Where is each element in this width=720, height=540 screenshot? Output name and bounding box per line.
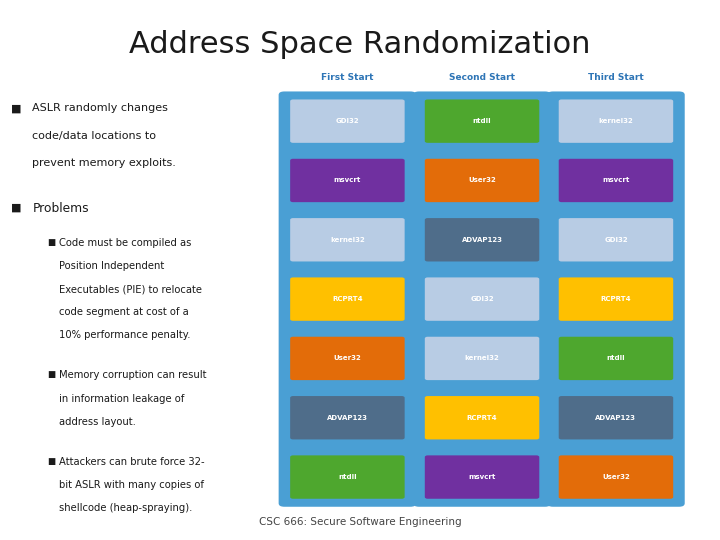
Text: GDI32: GDI32 xyxy=(604,237,628,243)
Text: Executables (PIE) to relocate: Executables (PIE) to relocate xyxy=(59,284,202,294)
Text: Third Start: Third Start xyxy=(588,73,644,82)
FancyBboxPatch shape xyxy=(290,278,405,321)
Text: Second Start: Second Start xyxy=(449,73,515,82)
Text: ADVAP123: ADVAP123 xyxy=(462,237,503,243)
Text: User32: User32 xyxy=(468,178,496,184)
FancyBboxPatch shape xyxy=(559,159,673,202)
FancyBboxPatch shape xyxy=(559,455,673,499)
Text: User32: User32 xyxy=(602,474,630,480)
Text: ■: ■ xyxy=(11,202,22,212)
Text: GDI32: GDI32 xyxy=(470,296,494,302)
Text: RCPRT4: RCPRT4 xyxy=(467,415,498,421)
FancyBboxPatch shape xyxy=(425,218,539,261)
Text: address layout.: address layout. xyxy=(59,417,136,427)
Text: ■: ■ xyxy=(11,103,22,113)
FancyBboxPatch shape xyxy=(425,455,539,499)
FancyBboxPatch shape xyxy=(425,337,539,380)
Text: ntdll: ntdll xyxy=(338,474,356,480)
FancyBboxPatch shape xyxy=(559,337,673,380)
Text: User32: User32 xyxy=(333,355,361,361)
Text: msvcrt: msvcrt xyxy=(333,178,361,184)
Text: Problems: Problems xyxy=(32,202,89,215)
Text: ntdll: ntdll xyxy=(473,118,491,124)
Text: ADVAP123: ADVAP123 xyxy=(327,415,368,421)
FancyBboxPatch shape xyxy=(425,396,539,440)
FancyBboxPatch shape xyxy=(290,218,405,261)
FancyBboxPatch shape xyxy=(279,91,416,507)
Text: kernel32: kernel32 xyxy=(464,355,500,361)
Text: code/data locations to: code/data locations to xyxy=(32,131,156,140)
Text: kernel32: kernel32 xyxy=(598,118,634,124)
Text: Memory corruption can result: Memory corruption can result xyxy=(59,370,207,381)
Text: 10% performance penalty.: 10% performance penalty. xyxy=(59,330,191,341)
Text: prevent memory exploits.: prevent memory exploits. xyxy=(32,158,176,168)
FancyBboxPatch shape xyxy=(290,159,405,202)
Text: Attackers can brute force 32-: Attackers can brute force 32- xyxy=(59,457,204,467)
Text: ■: ■ xyxy=(47,457,55,466)
Text: in information leakage of: in information leakage of xyxy=(59,394,184,404)
Text: msvcrt: msvcrt xyxy=(468,474,496,480)
Text: RCPRT4: RCPRT4 xyxy=(600,296,631,302)
Text: kernel32: kernel32 xyxy=(330,237,365,243)
Text: code segment at cost of a: code segment at cost of a xyxy=(59,307,189,318)
FancyBboxPatch shape xyxy=(425,278,539,321)
Text: msvcrt: msvcrt xyxy=(602,178,630,184)
FancyBboxPatch shape xyxy=(559,278,673,321)
FancyBboxPatch shape xyxy=(290,99,405,143)
FancyBboxPatch shape xyxy=(425,159,539,202)
Text: Code must be compiled as: Code must be compiled as xyxy=(59,238,192,248)
FancyBboxPatch shape xyxy=(290,455,405,499)
Text: shellcode (heap-spraying).: shellcode (heap-spraying). xyxy=(59,503,192,513)
FancyBboxPatch shape xyxy=(425,99,539,143)
Text: First Start: First Start xyxy=(321,73,374,82)
FancyBboxPatch shape xyxy=(413,91,551,507)
Text: ntdll: ntdll xyxy=(607,355,625,361)
Text: CSC 666: Secure Software Engineering: CSC 666: Secure Software Engineering xyxy=(258,517,462,527)
FancyBboxPatch shape xyxy=(559,218,673,261)
Text: ASLR randomly changes: ASLR randomly changes xyxy=(32,103,168,113)
Text: ■: ■ xyxy=(47,370,55,380)
Text: bit ASLR with many copies of: bit ASLR with many copies of xyxy=(59,480,204,490)
Text: RCPRT4: RCPRT4 xyxy=(332,296,363,302)
FancyBboxPatch shape xyxy=(559,99,673,143)
FancyBboxPatch shape xyxy=(547,91,685,507)
Text: GDI32: GDI32 xyxy=(336,118,359,124)
FancyBboxPatch shape xyxy=(290,337,405,380)
FancyBboxPatch shape xyxy=(559,396,673,440)
Text: ■: ■ xyxy=(47,238,55,247)
Text: Position Independent: Position Independent xyxy=(59,261,164,271)
Text: ADVAP123: ADVAP123 xyxy=(595,415,636,421)
FancyBboxPatch shape xyxy=(290,396,405,440)
Text: Address Space Randomization: Address Space Randomization xyxy=(130,30,590,59)
